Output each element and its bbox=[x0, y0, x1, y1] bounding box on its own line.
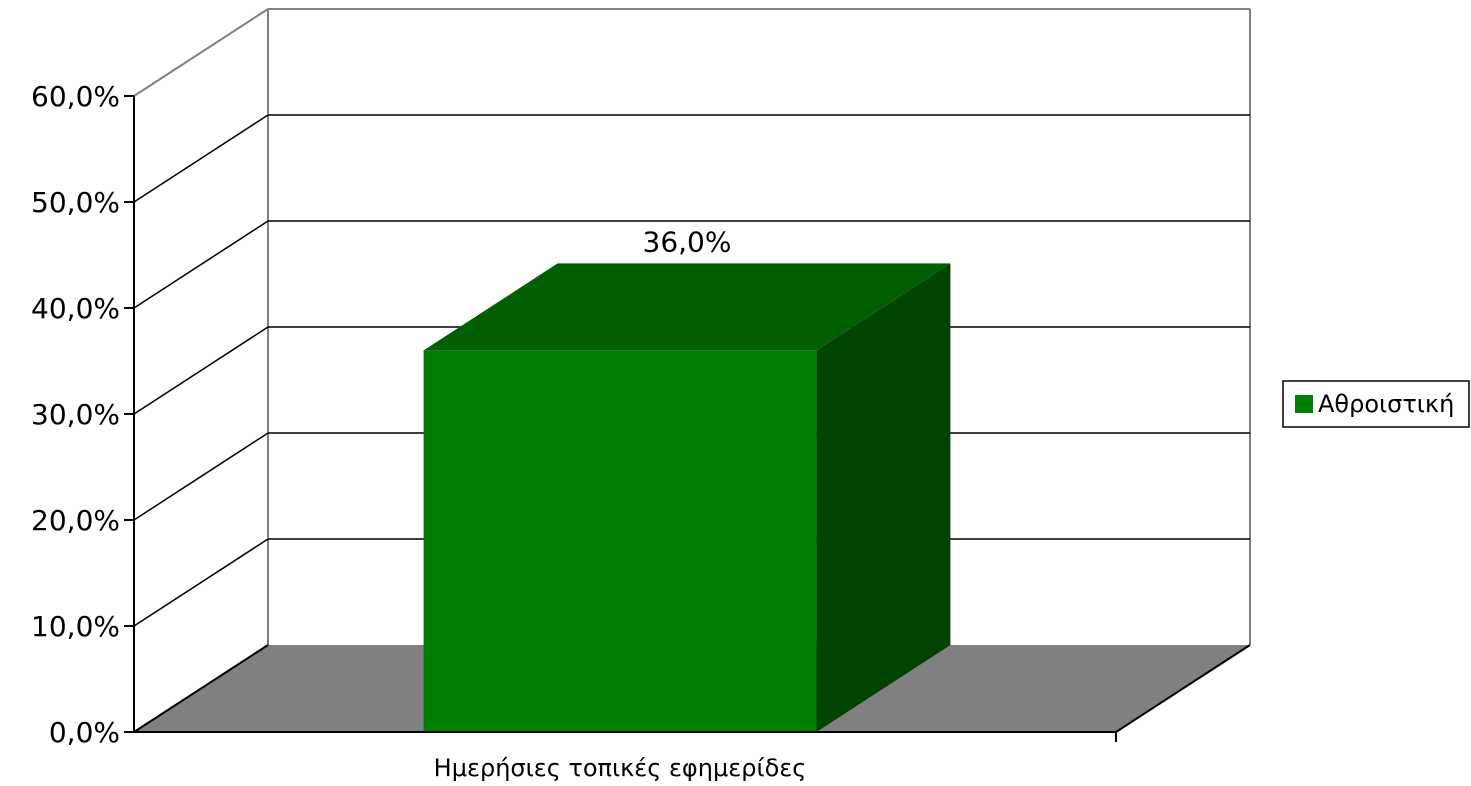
gridline-side bbox=[133, 432, 269, 521]
floor-right-edge bbox=[1115, 644, 1251, 733]
tick-labels: 36,0% 0,0% 10,0% 20,0% 30,0% 40,0% 50,0% 60,0% Η… bbox=[31, 80, 806, 782]
gridline-side bbox=[133, 114, 269, 203]
data-label: 36,0% bbox=[643, 225, 732, 258]
floor-left-edge bbox=[133, 644, 269, 733]
legend-swatch bbox=[1295, 395, 1313, 413]
y-tick-label: 10,0% bbox=[31, 610, 120, 643]
bar-top bbox=[423, 263, 951, 351]
gridline-side bbox=[133, 326, 269, 415]
legend-label: Αθροιστική bbox=[1318, 390, 1454, 418]
y-tick-label: 40,0% bbox=[31, 292, 120, 325]
bars bbox=[423, 263, 951, 732]
y-tick-label: 50,0% bbox=[31, 186, 120, 219]
y-tick-label: 20,0% bbox=[31, 504, 120, 537]
bar bbox=[423, 350, 817, 732]
axes bbox=[124, 95, 1117, 742]
gridline-side bbox=[133, 220, 269, 309]
x-tick-label: Ημερήσιες τοπικές εφημερίδες bbox=[434, 754, 807, 782]
y-tick-label: 60,0% bbox=[31, 80, 120, 113]
gridline-side bbox=[133, 538, 269, 627]
bar-side bbox=[816, 263, 951, 732]
legend: Αθροιστική bbox=[1282, 380, 1470, 428]
y-tick-label: 0,0% bbox=[49, 716, 120, 749]
y-tick-label: 30,0% bbox=[31, 398, 120, 431]
side-wall-top-edge bbox=[133, 8, 269, 97]
legend-box bbox=[1282, 380, 1470, 428]
